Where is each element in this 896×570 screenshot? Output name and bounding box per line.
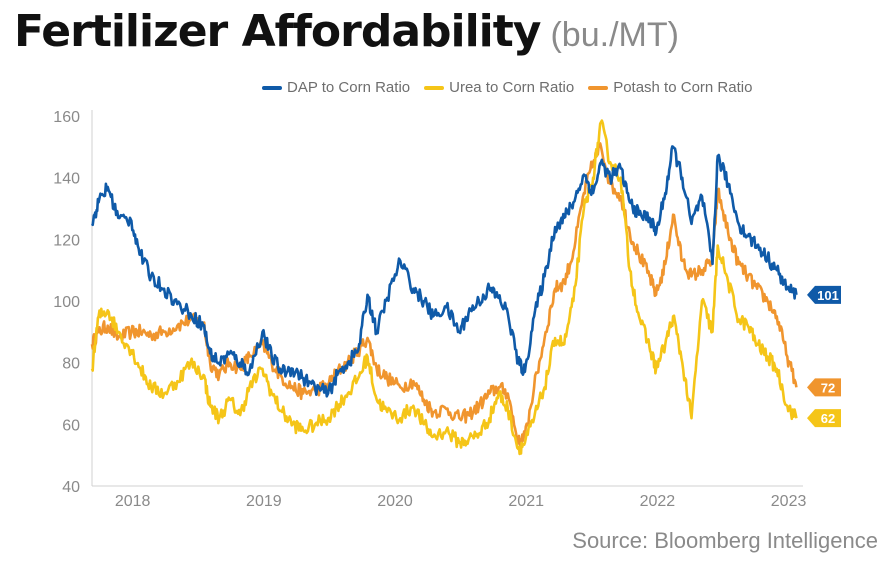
legend-item-urea: Urea to Corn Ratio [424, 79, 574, 96]
y-tick-label: 140 [53, 171, 80, 188]
legend-label-dap: DAP to Corn Ratio [287, 79, 411, 96]
y-tick-label: 100 [53, 294, 80, 311]
series-line-dap [90, 145, 798, 398]
y-tick-label: 160 [53, 109, 80, 126]
legend-label-potash: Potash to Corn Ratio [613, 79, 753, 96]
series-line-potash [90, 142, 798, 448]
source-note: Source: Bloomberg Intelligence [572, 528, 878, 553]
end-tag-dap [807, 285, 841, 304]
y-tick-label: 40 [62, 479, 80, 496]
x-tick-label: 2018 [115, 493, 151, 510]
legend-swatch-dap [262, 85, 282, 90]
x-tick-label: 2023 [771, 493, 807, 510]
chart-title-row: Fertilizer Affordability (bu./MT) [14, 6, 679, 57]
end-label-dap: 101 [817, 288, 839, 303]
chart-unit: (bu./MT) [550, 16, 679, 54]
chart-title: Fertilizer Affordability [14, 6, 541, 57]
series-line-urea [90, 119, 798, 456]
x-tick-label: 2019 [246, 493, 282, 510]
chart-legend: DAP to Corn Ratio Urea to Corn Ratio Pot… [262, 79, 752, 96]
end-tag-urea [807, 409, 841, 428]
x-tick-label: 2021 [508, 493, 544, 510]
legend-swatch-potash [588, 85, 609, 90]
legend-item-potash: Potash to Corn Ratio [588, 79, 752, 96]
y-tick-label: 60 [62, 417, 80, 434]
y-tick-label: 80 [62, 356, 80, 373]
y-tick-label: 120 [53, 232, 80, 249]
x-tick-label: 2020 [377, 493, 413, 510]
end-label-urea: 62 [821, 411, 835, 426]
legend-item-dap: DAP to Corn Ratio [262, 79, 410, 96]
legend-label-urea: Urea to Corn Ratio [449, 79, 575, 96]
end-label-potash: 72 [821, 380, 835, 395]
legend-swatch-urea [424, 85, 445, 90]
end-tag-potash [807, 378, 841, 397]
x-tick-label: 2022 [640, 493, 676, 510]
